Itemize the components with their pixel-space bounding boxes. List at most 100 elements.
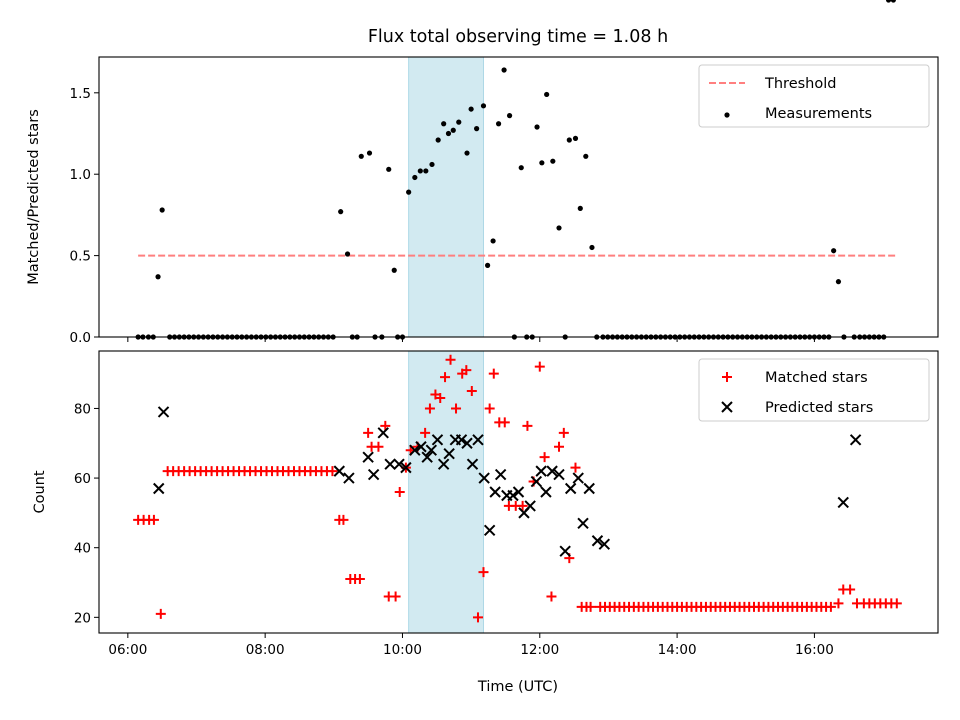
series-matched-stars (133, 354, 902, 623)
y-axis-label: Count (32, 470, 48, 513)
data-point (394, 487, 405, 497)
data-point (534, 361, 545, 372)
data-point (354, 574, 365, 585)
data-point (507, 489, 519, 502)
ratio-panel: 0.0 0.5 1.0 1.5 Matched/Predicted stars Thres… (26, 0, 939, 346)
data-point (159, 207, 165, 213)
data-point (546, 465, 558, 477)
data-point (450, 127, 456, 133)
data-point (845, 584, 856, 595)
data-point (468, 106, 474, 112)
data-point (384, 458, 396, 470)
data-point (440, 372, 451, 383)
legend: Threshold Measurements (698, 64, 930, 128)
data-point (461, 365, 472, 376)
data-point (485, 262, 491, 268)
data-point (363, 427, 374, 438)
data-point (495, 121, 502, 127)
data-point (423, 168, 429, 174)
data-point (327, 466, 338, 477)
data-point (885, 0, 892, 3)
data-point (583, 482, 595, 495)
y-tick-label: 60 (74, 471, 91, 487)
data-point (373, 441, 384, 452)
data-point (338, 209, 344, 215)
y-tick-label: 0.0 (70, 330, 91, 346)
legend-plus-swatch (722, 372, 732, 382)
data-point (431, 434, 444, 446)
data-point (506, 113, 513, 119)
data-point (391, 267, 397, 273)
data-point (386, 166, 392, 172)
data-point (478, 472, 490, 484)
legend-label: Measurements (765, 106, 872, 122)
data-point (554, 441, 565, 452)
data-point (494, 468, 507, 481)
data-point (566, 137, 572, 143)
legend: Matched stars Predicted stars (698, 358, 930, 422)
counts-panel: 20 40 60 80 06:00 08:00 10:00 12:00 14:00 16:00 Co… (32, 350, 939, 658)
data-point (518, 165, 524, 171)
data-point (539, 452, 550, 463)
data-point (472, 434, 484, 446)
data-point (464, 150, 470, 156)
data-point (553, 468, 565, 481)
data-point (466, 458, 479, 470)
data-point (484, 403, 495, 414)
data-point (480, 103, 487, 109)
data-point (362, 451, 374, 463)
x-axis-label: Time (UTC) (477, 679, 558, 695)
data-point (530, 475, 543, 488)
legend-label: Threshold (764, 76, 836, 92)
data-point (421, 451, 433, 463)
data-point (825, 601, 836, 612)
observing-window-span (408, 350, 484, 634)
data-point (333, 465, 346, 477)
legend-box (698, 358, 930, 422)
data-point (390, 591, 401, 602)
data-point (406, 189, 412, 195)
x-tick-label: 12:00 (520, 642, 559, 658)
data-point (435, 137, 441, 143)
data-point (534, 124, 540, 130)
data-point (461, 437, 473, 449)
data-point (441, 121, 447, 127)
data-point (367, 468, 380, 481)
data-point (522, 420, 533, 431)
data-point (445, 354, 456, 365)
data-point (490, 238, 496, 244)
data-point (539, 160, 545, 166)
data-point (499, 417, 510, 428)
data-point (472, 612, 483, 623)
data-point (412, 174, 418, 181)
data-point (400, 461, 412, 474)
data-point (466, 386, 477, 397)
y-tick-label: 80 (74, 401, 91, 417)
data-point (455, 434, 468, 446)
data-point (835, 279, 842, 285)
data-point (517, 500, 528, 511)
data-point (891, 598, 902, 609)
data-point (437, 458, 450, 470)
x-tick-label: 14:00 (658, 642, 697, 658)
data-point (550, 158, 556, 164)
data-point (409, 444, 421, 456)
data-point (564, 482, 577, 495)
data-point (417, 168, 423, 174)
data-point (540, 486, 552, 498)
data-point (425, 444, 438, 456)
y-tick-label: 1.5 (70, 86, 91, 102)
data-point (155, 274, 161, 280)
data-point (420, 427, 431, 438)
data-point (598, 538, 611, 550)
data-point (577, 517, 589, 530)
legend-box (698, 64, 930, 128)
data-point (344, 251, 351, 257)
data-point (443, 447, 455, 460)
legend-label: Predicted stars (765, 400, 873, 416)
data-point (393, 458, 405, 470)
data-point (570, 462, 581, 473)
data-point (559, 545, 571, 557)
legend-cross-swatch (721, 401, 733, 413)
data-point (585, 601, 596, 612)
